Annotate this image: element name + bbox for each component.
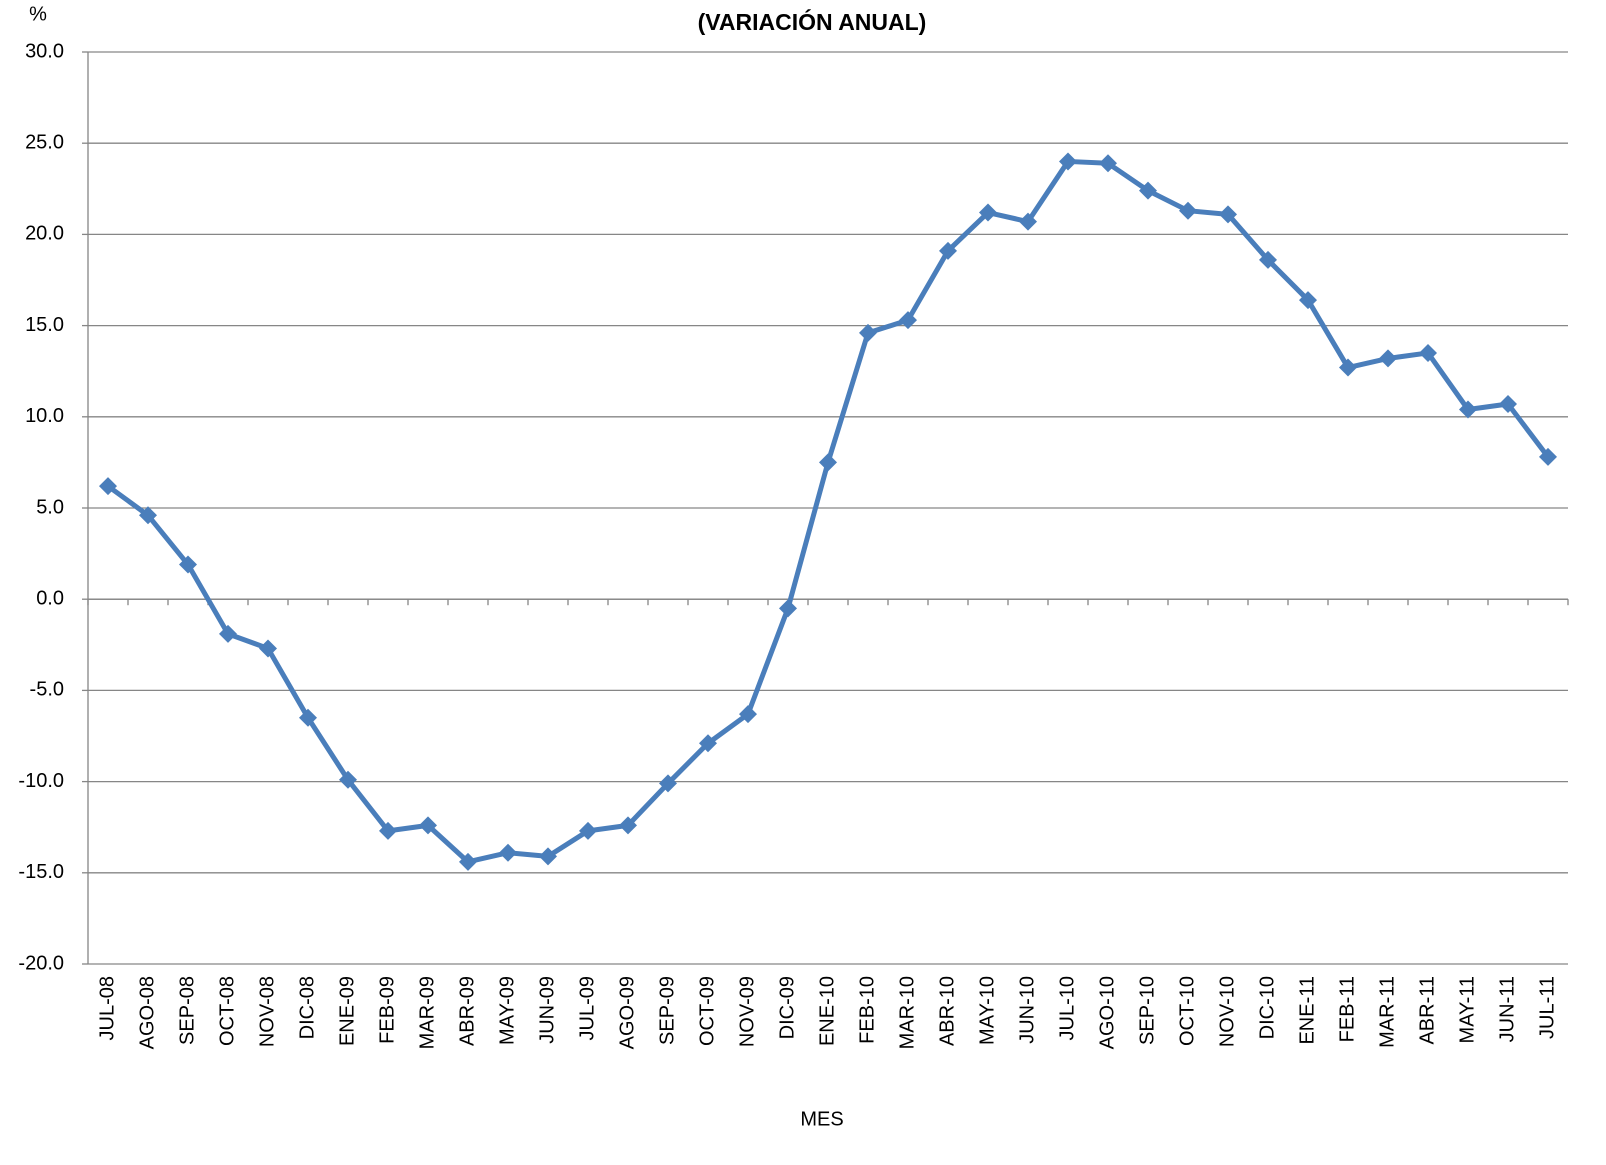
x-tick-label: JUN-10 xyxy=(1016,976,1038,1044)
marker xyxy=(1419,343,1437,362)
marker xyxy=(299,708,317,727)
marker xyxy=(1459,400,1477,419)
x-tick-label: ABR-09 xyxy=(456,976,478,1046)
x-tick-label: DIC-08 xyxy=(296,976,318,1039)
x-tick-label: JUL-08 xyxy=(96,976,118,1040)
y-tick-label: 15.0 xyxy=(25,314,64,336)
marker xyxy=(1539,447,1557,466)
x-tick-label: MAR-11 xyxy=(1376,976,1398,1048)
marker xyxy=(1379,349,1397,368)
x-tick-label: JUL-09 xyxy=(576,976,598,1040)
y-tick-label: -10.0 xyxy=(18,770,64,792)
marker xyxy=(139,506,157,525)
marker xyxy=(259,639,277,658)
x-tick-label: OCT-09 xyxy=(696,976,718,1046)
x-tick-label: MAY-09 xyxy=(496,976,518,1045)
x-tick-label: SEP-09 xyxy=(656,976,678,1045)
marker xyxy=(1179,201,1197,220)
x-tick-label: DIC-09 xyxy=(776,976,798,1039)
x-tick-label: NOV-08 xyxy=(256,976,278,1047)
x-axis-label: MES xyxy=(800,1108,843,1130)
x-tick-label: ENE-09 xyxy=(336,976,358,1046)
x-tick-label: FEB-11 xyxy=(1336,976,1358,1042)
marker xyxy=(1299,291,1317,310)
y-tick-label: -15.0 xyxy=(18,861,64,883)
x-tick-label: MAY-10 xyxy=(976,976,998,1045)
x-tick-label: AGO-08 xyxy=(136,976,158,1049)
marker xyxy=(859,323,877,342)
marker xyxy=(1339,358,1357,377)
x-tick-label: MAR-10 xyxy=(896,976,918,1049)
marker xyxy=(539,847,557,866)
marker xyxy=(339,770,357,789)
x-tick-label: JUL-11 xyxy=(1536,976,1558,1039)
x-tick-label: NOV-09 xyxy=(736,976,758,1047)
x-tick-label: ABR-11 xyxy=(1416,976,1438,1045)
marker xyxy=(699,734,717,753)
line xyxy=(106,158,1550,865)
y-tick-label: 20.0 xyxy=(25,223,64,245)
marker xyxy=(779,599,797,618)
marker xyxy=(99,477,117,496)
y-tick-label: 10.0 xyxy=(25,405,64,427)
y-axis-label: % xyxy=(29,3,47,25)
x-tick-label: ENE-10 xyxy=(816,976,838,1046)
x-tick-label: JUL-10 xyxy=(1056,976,1078,1040)
marker xyxy=(219,624,237,643)
x-tick-label: DIC-10 xyxy=(1256,976,1278,1039)
x-tick-label: SEP-08 xyxy=(176,976,198,1045)
x-tick-label: FEB-09 xyxy=(376,976,398,1044)
x-tick-label: NOV-10 xyxy=(1216,976,1238,1047)
marker xyxy=(1499,395,1517,414)
x-tick-label: MAY-11 xyxy=(1456,976,1478,1043)
marker xyxy=(379,821,397,840)
x-tick-label: AGO-10 xyxy=(1096,976,1118,1049)
marker xyxy=(979,203,997,222)
marker xyxy=(179,555,197,574)
marker xyxy=(499,843,517,862)
marker xyxy=(739,705,757,724)
x-tick-label: ABR-10 xyxy=(936,976,958,1046)
marker xyxy=(419,816,437,835)
x-tick-label: OCT-08 xyxy=(216,976,238,1046)
marker xyxy=(1099,154,1117,173)
y-tick-label: 0.0 xyxy=(36,587,64,609)
x-tick-label: FEB-10 xyxy=(856,976,878,1044)
marker xyxy=(1259,250,1277,269)
x-tick-label: ENE-11 xyxy=(1296,976,1318,1045)
y-tick-label: 5.0 xyxy=(36,496,64,518)
x-tick-label: JUN-09 xyxy=(536,976,558,1044)
marker xyxy=(1139,181,1157,200)
x-tick-label: OCT-10 xyxy=(1176,976,1198,1046)
marker xyxy=(659,774,677,793)
chart-title: (VARIACIÓN ANUAL) xyxy=(698,8,927,35)
y-tick-label: 25.0 xyxy=(25,131,64,153)
marker xyxy=(899,311,917,330)
x-tick-label: AGO-09 xyxy=(616,976,638,1049)
marker xyxy=(1019,212,1037,231)
marker xyxy=(819,453,837,472)
marker xyxy=(939,241,957,260)
x-tick-label: MAR-09 xyxy=(416,976,438,1049)
y-tick-label: 30.0 xyxy=(25,40,64,62)
x-tick-label: JUN-11 xyxy=(1496,976,1518,1042)
marker xyxy=(579,821,597,840)
marker xyxy=(459,852,477,871)
marker xyxy=(619,816,637,835)
marker xyxy=(1219,205,1237,224)
x-tick-label: SEP-10 xyxy=(1136,976,1158,1045)
y-tick-label: -5.0 xyxy=(30,679,64,701)
marker xyxy=(1059,152,1077,171)
y-tick-label: -20.0 xyxy=(18,952,64,974)
